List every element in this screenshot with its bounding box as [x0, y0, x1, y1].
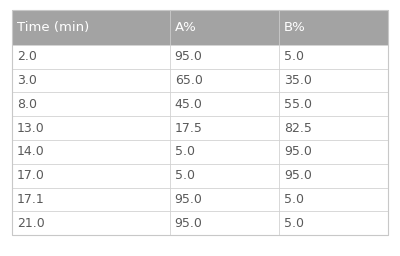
Bar — [279, 164, 388, 188]
Bar — [12, 92, 170, 116]
Bar — [170, 211, 279, 235]
Text: 5.0: 5.0 — [284, 193, 304, 206]
Bar — [279, 10, 388, 45]
Bar — [12, 10, 170, 45]
Text: 14.0: 14.0 — [17, 145, 44, 158]
Text: 17.0: 17.0 — [17, 169, 45, 182]
Bar — [279, 69, 388, 92]
Text: 21.0: 21.0 — [17, 217, 44, 230]
Bar — [170, 69, 279, 92]
Text: 3.0: 3.0 — [17, 74, 37, 87]
Text: A%: A% — [175, 21, 196, 34]
Text: Time (min): Time (min) — [17, 21, 89, 34]
Text: 17.1: 17.1 — [17, 193, 44, 206]
Text: B%: B% — [284, 21, 306, 34]
Text: 35.0: 35.0 — [284, 74, 312, 87]
Bar — [170, 10, 279, 45]
Bar — [12, 140, 170, 164]
Bar — [170, 164, 279, 188]
Text: 5.0: 5.0 — [284, 50, 304, 63]
Text: 2.0: 2.0 — [17, 50, 37, 63]
Text: 45.0: 45.0 — [175, 98, 202, 111]
Text: 8.0: 8.0 — [17, 98, 37, 111]
Bar — [12, 10, 388, 235]
Text: 5.0: 5.0 — [175, 169, 195, 182]
Text: 13.0: 13.0 — [17, 122, 44, 135]
Text: 95.0: 95.0 — [175, 50, 202, 63]
Bar — [170, 116, 279, 140]
Text: 17.5: 17.5 — [175, 122, 202, 135]
Text: 5.0: 5.0 — [284, 217, 304, 230]
Bar — [170, 45, 279, 69]
Bar — [170, 188, 279, 211]
Text: 55.0: 55.0 — [284, 98, 312, 111]
Bar — [279, 92, 388, 116]
Text: 95.0: 95.0 — [284, 145, 312, 158]
Bar — [279, 45, 388, 69]
Bar — [12, 69, 170, 92]
Bar — [12, 211, 170, 235]
Bar — [12, 45, 170, 69]
Text: 95.0: 95.0 — [284, 169, 312, 182]
Bar — [170, 92, 279, 116]
Bar — [279, 188, 388, 211]
Bar — [279, 211, 388, 235]
Text: 82.5: 82.5 — [284, 122, 312, 135]
Text: 95.0: 95.0 — [175, 193, 202, 206]
Text: 95.0: 95.0 — [175, 217, 202, 230]
Text: 65.0: 65.0 — [175, 74, 202, 87]
Text: 5.0: 5.0 — [175, 145, 195, 158]
Bar — [12, 188, 170, 211]
Bar — [279, 116, 388, 140]
Bar — [12, 164, 170, 188]
Bar — [279, 140, 388, 164]
Bar — [12, 116, 170, 140]
Bar — [170, 140, 279, 164]
